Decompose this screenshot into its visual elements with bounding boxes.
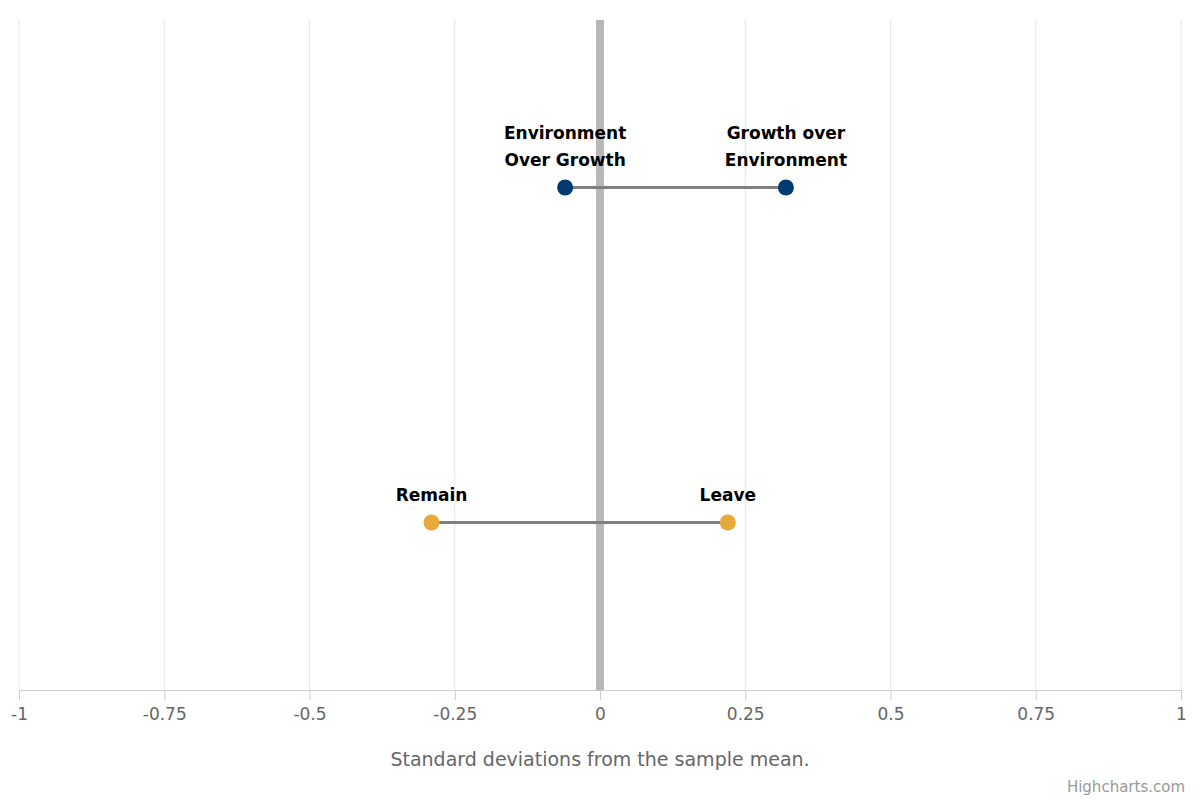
grid-line bbox=[600, 20, 601, 690]
grid-line bbox=[454, 20, 455, 690]
point-label: Remain bbox=[396, 485, 468, 505]
credits[interactable]: Highcharts.com bbox=[1067, 778, 1185, 796]
tick: 0 bbox=[595, 690, 606, 724]
tick-mark bbox=[1036, 690, 1037, 700]
grid-line bbox=[745, 20, 746, 690]
tick-label: -1 bbox=[11, 704, 28, 724]
tick-label: -0.75 bbox=[143, 704, 187, 724]
point-label: Leave bbox=[700, 485, 756, 505]
tick-label: 0 bbox=[595, 704, 606, 724]
tick-mark bbox=[600, 690, 601, 700]
grid-line bbox=[164, 20, 165, 690]
chart: -1 -0.75 -0.5 -0.25 0 0.25 0.5 0.75 1 Environment… bbox=[0, 0, 1200, 800]
grid-line bbox=[309, 20, 310, 690]
connector bbox=[565, 186, 786, 189]
tick: -1 bbox=[11, 690, 28, 724]
axis-line bbox=[20, 691, 1182, 701]
marks bbox=[424, 180, 794, 531]
dot bbox=[778, 180, 794, 196]
tick-mark bbox=[745, 690, 746, 700]
tick: -0.5 bbox=[293, 690, 326, 724]
labels: EnvironmentOver Growth Growth overEnviron… bbox=[396, 123, 847, 505]
grid-line bbox=[1181, 20, 1182, 690]
tick: 0.75 bbox=[1017, 690, 1055, 724]
x-axis: -1 -0.75 -0.5 -0.25 0 0.25 0.5 0.75 1 bbox=[11, 690, 1187, 724]
dot bbox=[424, 515, 440, 531]
tick-mark bbox=[1181, 690, 1182, 700]
tick-label: -0.25 bbox=[433, 704, 477, 724]
point-label: EnvironmentOver Growth bbox=[504, 123, 626, 170]
tick-mark bbox=[164, 690, 165, 700]
tick-label: 0.75 bbox=[1017, 704, 1055, 724]
grid-line bbox=[19, 20, 20, 690]
tick-label: 0.25 bbox=[727, 704, 765, 724]
dot bbox=[720, 515, 736, 531]
tick-label: 1 bbox=[1176, 704, 1187, 724]
tick-mark bbox=[455, 690, 456, 700]
point-label: Growth overEnvironment bbox=[725, 123, 847, 170]
tick: -0.75 bbox=[143, 690, 187, 724]
tick: -0.25 bbox=[433, 690, 477, 724]
dot bbox=[557, 180, 573, 196]
tick: 1 bbox=[1176, 690, 1187, 724]
plot-area: -1 -0.75 -0.5 -0.25 0 0.25 0.5 0.75 1 Environment… bbox=[11, 20, 1187, 724]
tick-mark bbox=[310, 690, 311, 700]
tick-label: 0.5 bbox=[877, 704, 904, 724]
grid-line bbox=[1035, 20, 1036, 690]
tick-mark bbox=[891, 690, 892, 700]
axis-title: Standard deviations from the sample mean… bbox=[390, 748, 809, 770]
tick-mark bbox=[19, 690, 20, 700]
tick: 0.5 bbox=[877, 690, 904, 724]
tick-label: -0.5 bbox=[293, 704, 326, 724]
tick: 0.25 bbox=[727, 690, 765, 724]
grid-line bbox=[890, 20, 891, 690]
grid bbox=[19, 20, 1181, 690]
zero-line bbox=[596, 20, 604, 690]
connector bbox=[432, 521, 728, 524]
